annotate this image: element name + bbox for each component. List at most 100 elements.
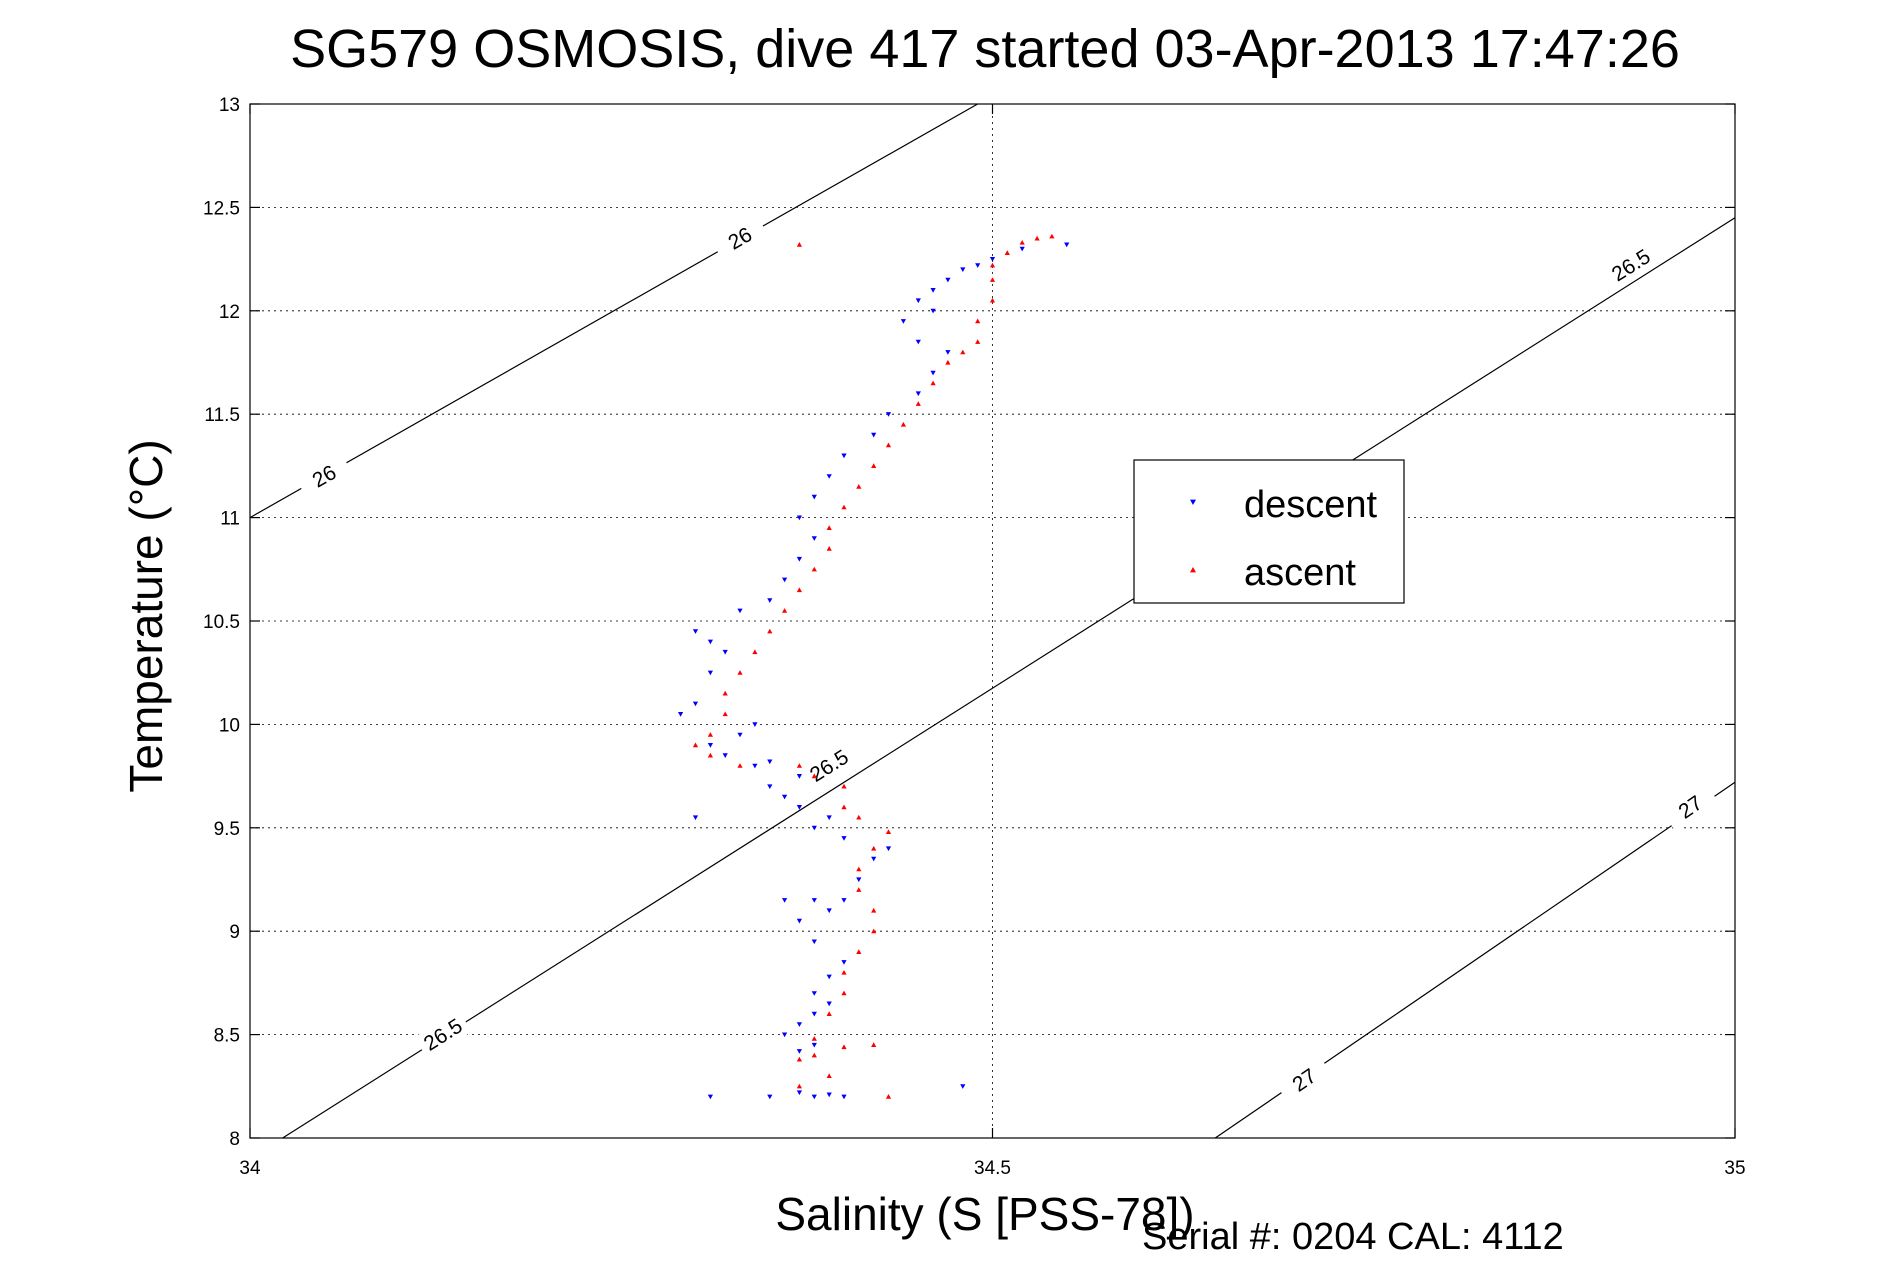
data-point-descent bbox=[707, 1094, 713, 1100]
data-point-ascent bbox=[871, 928, 877, 934]
y-tick-label: 11 bbox=[220, 509, 240, 530]
data-point-descent bbox=[707, 639, 713, 645]
data-point-ascent bbox=[811, 1052, 817, 1058]
legend: descent ascent bbox=[1133, 459, 1405, 604]
data-point-descent bbox=[782, 1032, 788, 1038]
data-point-descent bbox=[915, 339, 921, 345]
data-point-descent bbox=[737, 732, 743, 738]
data-point-descent bbox=[826, 1001, 832, 1007]
data-point-ascent bbox=[722, 690, 728, 696]
data-point-descent bbox=[960, 267, 966, 272]
data-point-descent bbox=[707, 743, 713, 748]
data-point-descent bbox=[767, 784, 773, 789]
data-point-descent bbox=[752, 763, 758, 769]
data-point-descent bbox=[915, 391, 921, 397]
data-point-descent bbox=[692, 629, 699, 634]
data-point-ascent bbox=[856, 866, 862, 872]
data-point-descent bbox=[871, 856, 877, 862]
y-tick-label: 8 bbox=[229, 1129, 240, 1150]
legend-marker-ascent bbox=[1190, 567, 1196, 573]
data-point-descent bbox=[811, 825, 817, 831]
data-point-ascent bbox=[975, 318, 981, 324]
x-tick-label: 34.5 bbox=[974, 1158, 1011, 1179]
data-point-descent bbox=[811, 991, 817, 996]
y-tick-label: 9.5 bbox=[214, 819, 240, 840]
data-point-descent bbox=[678, 712, 684, 717]
contour-label-bg bbox=[1275, 1054, 1334, 1106]
data-point-ascent bbox=[871, 1042, 877, 1047]
data-point-ascent bbox=[811, 773, 817, 779]
data-point-descent bbox=[945, 350, 951, 355]
data-point-ascent bbox=[826, 525, 832, 530]
data-point-descent bbox=[930, 370, 936, 376]
data-point-ascent bbox=[796, 587, 802, 593]
data-point-descent bbox=[796, 1022, 802, 1027]
data-point-descent bbox=[752, 722, 758, 727]
data-point-ascent bbox=[841, 990, 847, 996]
data-point-ascent bbox=[871, 463, 877, 468]
data-point-ascent bbox=[796, 763, 802, 768]
data-point-descent bbox=[782, 794, 788, 800]
data-point-ascent bbox=[722, 711, 728, 717]
contour-label-bg bbox=[800, 740, 859, 791]
data-point-ascent bbox=[811, 566, 817, 572]
data-point-descent bbox=[811, 1042, 817, 1048]
x-tick-label: 35 bbox=[1724, 1158, 1745, 1179]
contour-label-bg bbox=[295, 452, 354, 501]
chart-title: SG579 OSMOSIS, dive 417 started 03-Apr-2… bbox=[290, 19, 1680, 79]
data-point-descent bbox=[796, 1049, 802, 1054]
data-point-descent bbox=[707, 670, 713, 676]
data-point-ascent bbox=[871, 907, 877, 913]
series-descent bbox=[678, 242, 1070, 1100]
data-point-ascent bbox=[856, 949, 862, 954]
data-point-descent bbox=[796, 515, 802, 521]
data-point-descent bbox=[722, 753, 728, 758]
data-point-ascent bbox=[930, 380, 936, 386]
data-point-descent bbox=[871, 432, 877, 438]
data-point-ascent bbox=[900, 421, 906, 427]
data-point-ascent bbox=[692, 742, 699, 748]
data-point-ascent bbox=[1034, 235, 1040, 241]
data-point-ascent bbox=[796, 1056, 802, 1062]
data-point-ascent bbox=[782, 608, 788, 613]
data-point-ascent bbox=[841, 783, 847, 789]
data-point-descent bbox=[692, 701, 699, 707]
data-point-descent bbox=[841, 836, 847, 841]
legend-marker-descent bbox=[1190, 499, 1196, 505]
data-point-descent bbox=[885, 846, 892, 852]
data-point-ascent bbox=[856, 887, 862, 892]
grid-lines bbox=[250, 104, 1735, 1138]
contour-line-26 bbox=[249, 103, 978, 519]
y-tick-label: 8.5 bbox=[214, 1026, 240, 1047]
data-point-descent bbox=[900, 319, 906, 324]
data-point-descent bbox=[767, 1094, 773, 1100]
data-point-ascent bbox=[707, 752, 713, 758]
legend-box bbox=[1133, 459, 1405, 604]
data-point-ascent bbox=[841, 1044, 847, 1050]
data-point-descent bbox=[841, 898, 847, 903]
data-point-ascent bbox=[915, 401, 921, 406]
data-point-ascent bbox=[856, 814, 862, 820]
data-point-ascent bbox=[826, 1073, 832, 1078]
data-point-descent bbox=[1064, 242, 1070, 248]
data-point-descent bbox=[811, 1011, 817, 1017]
data-point-descent bbox=[945, 277, 951, 283]
x-tick-label: 34 bbox=[239, 1158, 261, 1179]
data-point-descent bbox=[811, 494, 817, 500]
contour-label-bg bbox=[1602, 240, 1660, 291]
data-point-ascent bbox=[796, 242, 802, 247]
data-point-descent bbox=[841, 453, 847, 459]
y-tick-label: 10.5 bbox=[203, 612, 240, 633]
data-point-ascent bbox=[707, 732, 713, 737]
data-point-descent bbox=[826, 974, 832, 980]
data-point-ascent bbox=[989, 277, 996, 282]
contour-label-bg bbox=[414, 1009, 472, 1060]
data-point-ascent bbox=[752, 649, 758, 655]
y-tick-label: 10 bbox=[219, 715, 240, 736]
data-point-ascent bbox=[796, 1083, 802, 1089]
contour-label-bg bbox=[1661, 781, 1720, 833]
data-point-descent bbox=[975, 263, 981, 268]
x-axis-label: Salinity (S [PSS-78]) bbox=[775, 1188, 1194, 1240]
y-tick-label: 12.5 bbox=[203, 198, 240, 219]
y-tick-label: 9 bbox=[229, 922, 240, 943]
